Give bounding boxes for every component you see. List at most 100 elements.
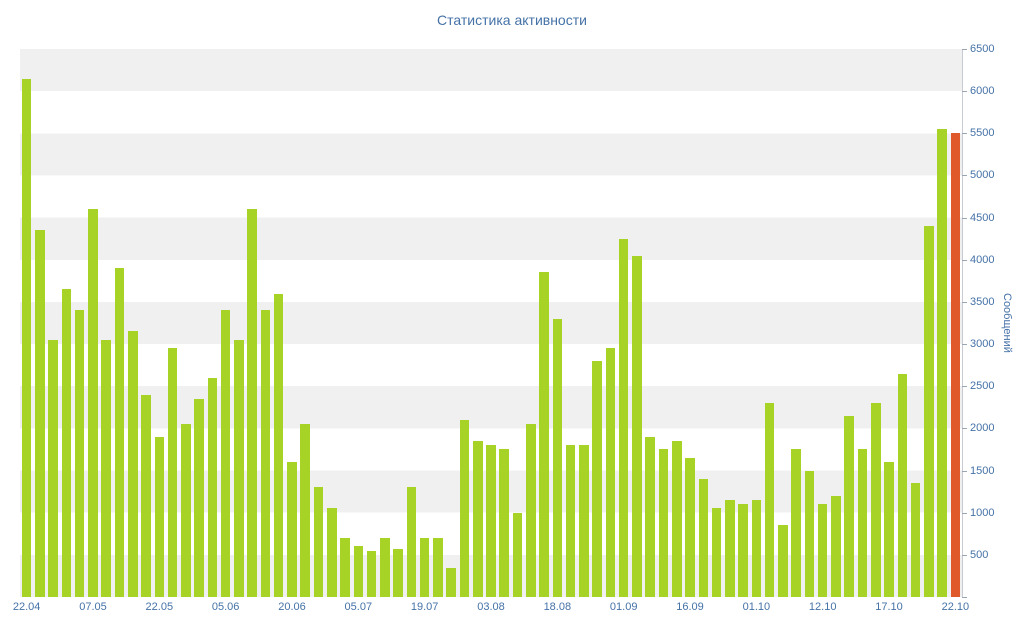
bar[interactable] <box>778 525 788 597</box>
bar[interactable] <box>924 226 934 597</box>
bar[interactable] <box>220 310 231 597</box>
y-tick-label: 500 <box>970 548 989 561</box>
bar[interactable] <box>725 500 735 597</box>
bar[interactable] <box>618 238 629 597</box>
y-tick-mark <box>962 470 967 472</box>
x-tick-label: 20.06 <box>278 601 306 613</box>
bar[interactable] <box>671 441 682 597</box>
bar[interactable] <box>366 550 377 597</box>
bar[interactable] <box>804 470 815 597</box>
bar[interactable] <box>247 209 257 597</box>
bar[interactable] <box>353 546 364 597</box>
bar[interactable] <box>154 436 165 597</box>
y-tick-mark <box>962 259 967 261</box>
bar[interactable] <box>313 487 324 597</box>
bar[interactable] <box>472 441 483 597</box>
bar-current-period[interactable] <box>950 133 961 597</box>
bar[interactable] <box>698 478 709 597</box>
bar[interactable] <box>406 487 417 597</box>
x-tick-label: 18.08 <box>543 601 572 613</box>
y-tick-label: 6500 <box>970 43 995 55</box>
y-tick-label: 4500 <box>970 211 995 224</box>
y-tick-mark <box>962 175 967 177</box>
bar[interactable] <box>552 318 563 597</box>
x-tick-label: 22.05 <box>145 601 174 613</box>
y-tick-label: 1500 <box>970 464 995 477</box>
bar[interactable] <box>844 415 854 597</box>
x-tick-label: 22.10 <box>941 601 970 613</box>
y-tick-label: 2500 <box>970 380 995 393</box>
bar[interactable] <box>817 504 828 597</box>
bar[interactable] <box>393 548 403 597</box>
y-tick-label: 4000 <box>970 253 995 266</box>
bar[interactable] <box>751 500 762 597</box>
bar[interactable] <box>910 483 921 597</box>
x-tick-label: 01.09 <box>609 601 638 613</box>
bar[interactable] <box>645 436 655 597</box>
bar[interactable] <box>486 445 496 597</box>
bar[interactable] <box>101 339 111 597</box>
bar[interactable] <box>114 268 125 597</box>
bar[interactable] <box>234 339 244 597</box>
bar[interactable] <box>21 78 32 597</box>
bar[interactable] <box>127 331 138 597</box>
bar[interactable] <box>738 504 748 597</box>
bar[interactable] <box>605 348 616 597</box>
bar[interactable] <box>207 377 218 597</box>
bar[interactable] <box>831 495 841 597</box>
x-tick-label: 22.04 <box>12 601 41 613</box>
x-tick-label: 19.07 <box>410 601 439 613</box>
bar[interactable] <box>340 538 350 597</box>
bar[interactable] <box>327 508 337 597</box>
bar[interactable] <box>711 508 722 597</box>
bar[interactable] <box>499 449 510 597</box>
bar[interactable] <box>870 403 881 597</box>
bar[interactable] <box>446 567 456 597</box>
bar[interactable] <box>685 457 695 597</box>
bar[interactable] <box>764 403 775 597</box>
y-tick-mark <box>962 554 967 556</box>
x-tick-label: 05.06 <box>211 601 240 613</box>
y-tick-mark <box>962 344 967 346</box>
y-tick-mark <box>962 512 967 514</box>
bar[interactable] <box>35 230 45 597</box>
bar[interactable] <box>273 293 284 597</box>
bar[interactable] <box>579 445 589 597</box>
bar[interactable] <box>791 449 801 597</box>
bar[interactable] <box>167 348 178 597</box>
bar[interactable] <box>897 373 908 597</box>
bar[interactable] <box>565 445 576 597</box>
bar[interactable] <box>857 449 868 597</box>
y-tick-mark <box>962 597 967 598</box>
y-tick-mark <box>962 428 967 430</box>
y-tick-label: 5000 <box>970 169 995 182</box>
bar[interactable] <box>141 394 151 597</box>
bar[interactable] <box>61 289 72 597</box>
y-axis-line <box>962 49 963 597</box>
bar[interactable] <box>884 462 894 597</box>
bar[interactable] <box>287 462 297 597</box>
bar[interactable] <box>380 538 390 597</box>
x-tick-label: 12.10 <box>808 601 837 613</box>
bar[interactable] <box>181 424 191 597</box>
bar[interactable] <box>658 449 669 597</box>
bar[interactable] <box>194 398 204 597</box>
bar[interactable] <box>88 209 98 597</box>
bar[interactable] <box>419 538 430 597</box>
bar[interactable] <box>459 419 470 597</box>
bar[interactable] <box>300 424 311 597</box>
bar[interactable] <box>632 255 642 597</box>
y-tick-mark <box>962 217 967 219</box>
y-tick-mark <box>962 91 967 93</box>
bar[interactable] <box>937 129 947 597</box>
bar[interactable] <box>433 538 443 597</box>
bar[interactable] <box>512 512 523 597</box>
bar[interactable] <box>74 310 85 597</box>
bar[interactable] <box>592 360 602 597</box>
bar[interactable] <box>260 310 271 597</box>
bar[interactable] <box>526 424 536 597</box>
bar[interactable] <box>539 272 549 597</box>
bar[interactable] <box>48 339 58 597</box>
y-tick-label: 5500 <box>970 127 995 140</box>
